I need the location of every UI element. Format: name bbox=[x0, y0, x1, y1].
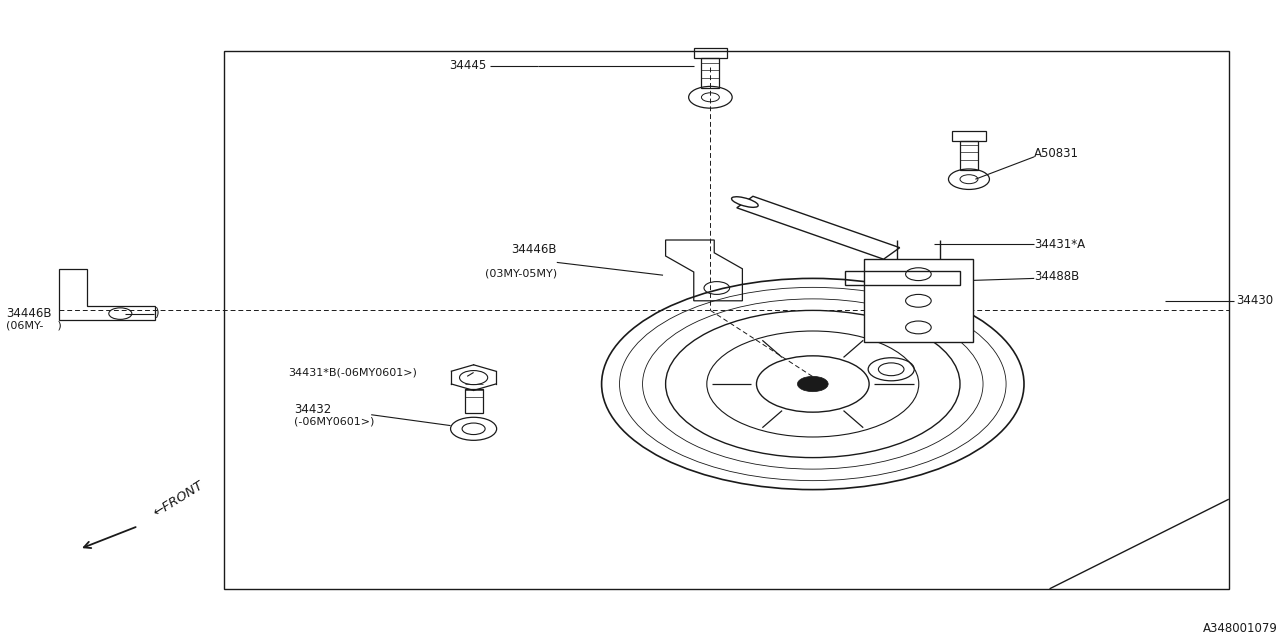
Text: (06MY-    ): (06MY- ) bbox=[6, 320, 63, 330]
Text: 34430: 34430 bbox=[1236, 294, 1274, 307]
Text: (-06MY0601>): (-06MY0601>) bbox=[294, 416, 375, 426]
Bar bbox=[952, 131, 986, 141]
Bar bbox=[960, 141, 978, 170]
Text: 34431*B(-06MY0601>): 34431*B(-06MY0601>) bbox=[288, 367, 417, 378]
Bar bbox=[694, 48, 727, 58]
Bar bbox=[224, 51, 1229, 589]
Text: 34446B: 34446B bbox=[6, 307, 52, 320]
Ellipse shape bbox=[732, 196, 758, 207]
Text: (03MY-05MY): (03MY-05MY) bbox=[485, 269, 557, 279]
Text: 34445: 34445 bbox=[449, 60, 486, 72]
Text: ): ) bbox=[154, 307, 159, 320]
Bar bbox=[465, 389, 483, 413]
Text: A348001079: A348001079 bbox=[1203, 622, 1277, 635]
Text: 34432: 34432 bbox=[294, 403, 332, 416]
Text: A50831: A50831 bbox=[1034, 147, 1079, 160]
Text: ←FRONT: ←FRONT bbox=[151, 479, 206, 520]
Bar bbox=[701, 58, 719, 88]
Bar bbox=[864, 259, 973, 342]
Text: 34446B: 34446B bbox=[511, 243, 557, 256]
Text: 34431*A: 34431*A bbox=[1034, 238, 1085, 251]
Circle shape bbox=[797, 376, 828, 392]
Text: 34488B: 34488B bbox=[1034, 270, 1079, 283]
